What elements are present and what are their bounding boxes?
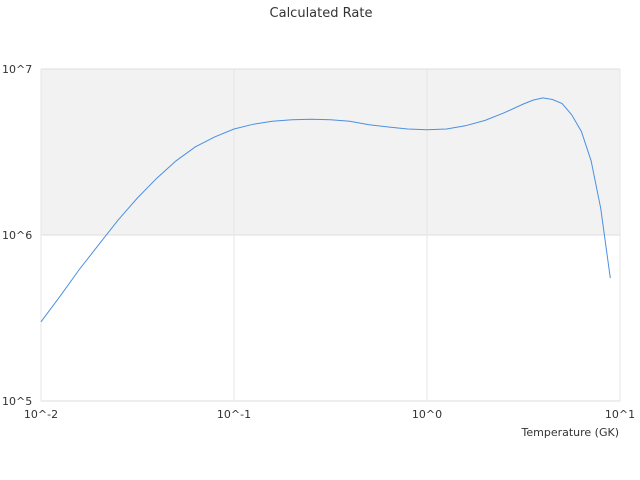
x-tick-label: 10^0 bbox=[412, 408, 442, 421]
chart-title: Calculated Rate bbox=[270, 6, 373, 21]
y-tick-label: 10^7 bbox=[2, 63, 32, 76]
plot-band bbox=[41, 235, 620, 401]
x-axis-label: Temperature (GK) bbox=[521, 426, 620, 439]
tick-labels: 10^-2 10^-1 10^0 10^1 10^5 10^6 10^7 bbox=[2, 63, 635, 421]
gridlines bbox=[40, 68, 621, 402]
x-tick-label: 10^1 bbox=[605, 408, 635, 421]
x-tick-label: 10^-2 bbox=[24, 408, 58, 421]
x-tick-label: 10^-1 bbox=[217, 408, 251, 421]
plot-background bbox=[41, 69, 620, 401]
series-layer bbox=[40, 97, 611, 323]
plot-band bbox=[41, 69, 620, 235]
series-line bbox=[40, 97, 611, 323]
y-tick-label: 10^5 bbox=[2, 395, 32, 408]
y-tick-label: 10^6 bbox=[2, 229, 32, 242]
